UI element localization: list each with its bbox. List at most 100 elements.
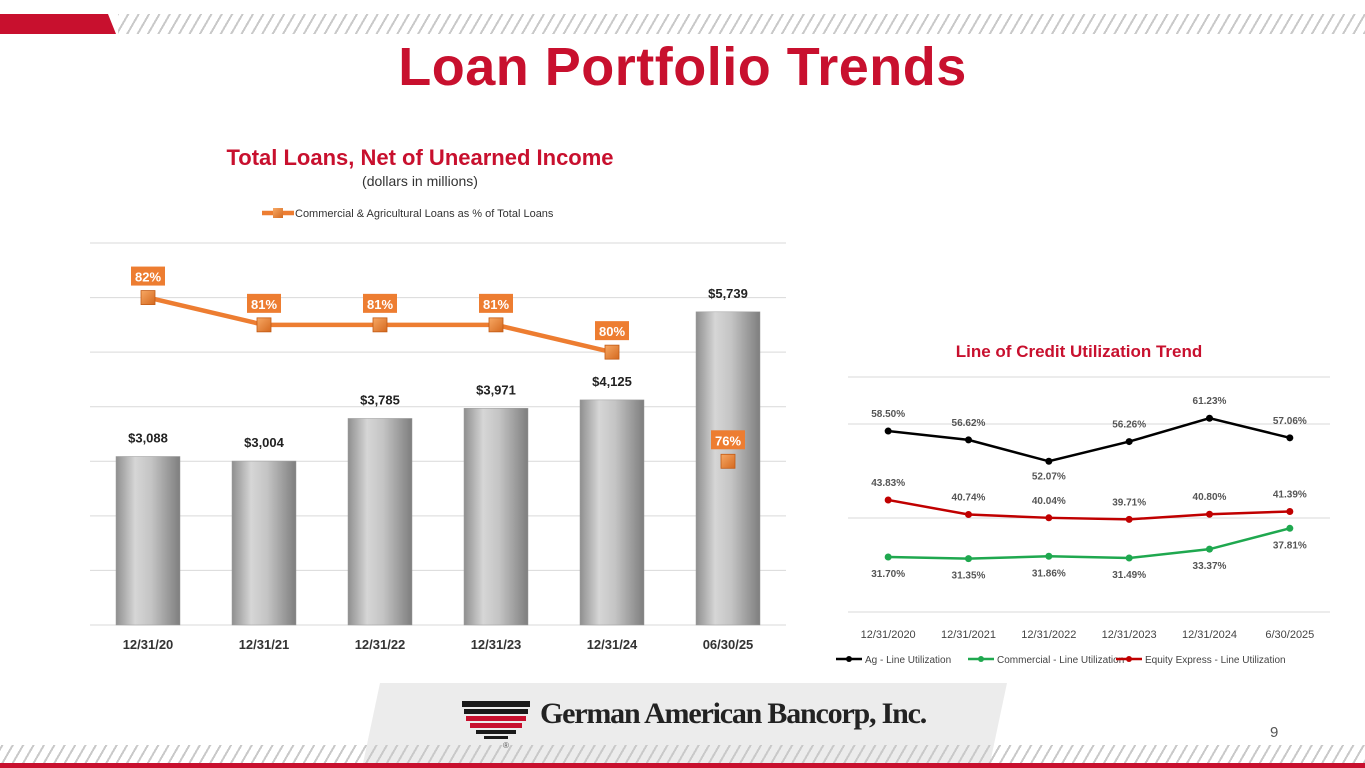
loans-chart-title: Total Loans, Net of Unearned Income xyxy=(226,145,614,170)
ag-utilization-point xyxy=(1206,414,1213,422)
bar-value-label: $3,971 xyxy=(476,382,516,397)
legend-label: Commercial - Line Utilization xyxy=(997,655,1124,666)
commercial-utilization-point xyxy=(1045,552,1053,560)
pct-label: 81% xyxy=(367,297,393,312)
equity-express-utilization-point xyxy=(1125,515,1133,523)
pct-label-box xyxy=(363,293,397,313)
ag-utilization-point xyxy=(965,436,972,444)
page-number: 9 xyxy=(1270,724,1279,741)
pct-label-box xyxy=(131,266,165,286)
x-tick-label: 12/31/21 xyxy=(239,637,290,652)
pct-label-box xyxy=(595,321,629,341)
point-value-label: 41.39% xyxy=(1273,489,1307,500)
legend-marker-swatch xyxy=(846,656,852,662)
total-loans-chart: $3,088 12/31/20 $3,004 12/31/21 $3,785 12/31/… xyxy=(90,208,786,652)
loan-bar xyxy=(463,408,529,626)
x-tick-label: 12/31/2022 xyxy=(1021,629,1076,641)
ag-utilization-point xyxy=(1125,438,1133,446)
footer-hatch-pattern xyxy=(0,745,1365,763)
equity-express-utilization-point xyxy=(1206,510,1213,518)
x-tick-label: 6/30/2025 xyxy=(1265,629,1314,641)
x-tick-label: 12/31/2020 xyxy=(861,629,916,641)
legend-label: Equity Express - Line Utilization xyxy=(1145,655,1286,666)
pct-marker xyxy=(372,317,388,333)
equity-express-utilization-point xyxy=(965,511,972,519)
registered-mark: ® xyxy=(503,741,509,749)
loan-bar xyxy=(579,399,645,626)
point-value-label: 40.80% xyxy=(1193,492,1227,503)
commercial-utilization-point xyxy=(1125,554,1133,562)
x-tick-label: 12/31/22 xyxy=(355,637,406,652)
commercial-utilization-point xyxy=(1286,524,1294,532)
pct-label: 81% xyxy=(483,297,509,312)
loan-bar xyxy=(115,456,181,626)
loan-bar xyxy=(231,460,297,626)
ag-utilization-line xyxy=(888,416,1291,463)
point-value-label: 33.37% xyxy=(1193,561,1227,572)
pct-marker xyxy=(256,317,272,333)
point-value-label: 39.71% xyxy=(1112,497,1146,508)
ag-utilization-point xyxy=(1286,434,1294,442)
pct-label: 80% xyxy=(599,324,625,339)
pct-label: 76% xyxy=(715,433,741,448)
company-logo-text: German American Bancorp, Inc. xyxy=(540,697,927,730)
line-utilization-chart: 12/31/2020 12/31/2021 12/31/2022 12/31/2023… xyxy=(836,376,1330,666)
header-hatch-pattern xyxy=(118,14,1365,34)
utilization-chart-title: Line of Credit Utilization Trend xyxy=(955,342,1203,361)
commercial-utilization-point xyxy=(965,555,972,563)
x-tick-label: 12/31/2021 xyxy=(941,629,996,641)
legend-label: Ag - Line Utilization xyxy=(865,655,951,666)
point-value-label: 40.74% xyxy=(952,493,986,504)
point-value-label: 31.49% xyxy=(1112,570,1146,581)
point-value-label: 56.26% xyxy=(1112,420,1146,431)
legend-marker-swatch xyxy=(978,656,984,662)
pct-marker xyxy=(604,344,620,360)
point-value-label: 31.35% xyxy=(952,571,986,582)
pct-marker xyxy=(140,290,156,305)
equity-express-utilization-point xyxy=(1286,507,1294,515)
point-value-label: 58.50% xyxy=(871,409,905,420)
pct-label: 81% xyxy=(251,297,277,312)
pct-label-box xyxy=(479,293,513,313)
point-value-label: 37.81% xyxy=(1273,540,1307,551)
footer-red-bar xyxy=(0,763,1365,768)
point-value-label: 61.23% xyxy=(1193,396,1227,407)
legend-marker-swatch xyxy=(273,208,283,218)
pct-label: 82% xyxy=(135,270,161,285)
equity-express-utilization-line xyxy=(887,498,1290,521)
bar-value-label: $3,004 xyxy=(244,435,285,450)
loans-chart-subtitle: (dollars in millions) xyxy=(362,173,478,189)
equity-express-utilization-point xyxy=(884,496,892,504)
page-title: Loan Portfolio Trends xyxy=(398,37,967,97)
bar-value-label: $3,785 xyxy=(360,392,400,407)
bank-logo-icon: ® xyxy=(462,701,530,749)
point-value-label: 52.07% xyxy=(1032,471,1066,482)
bar-value-label: $4,125 xyxy=(592,374,632,389)
point-value-label: 56.62% xyxy=(952,418,986,429)
commercial-utilization-point xyxy=(884,553,892,561)
commercial-utilization-line xyxy=(888,527,1291,560)
x-tick-label: 12/31/2023 xyxy=(1102,629,1157,641)
legend-label: Commercial & Agricultural Loans as % of … xyxy=(295,208,554,220)
point-value-label: 31.86% xyxy=(1032,568,1066,579)
point-value-label: 43.83% xyxy=(871,478,905,489)
equity-express-utilization-point xyxy=(1045,514,1053,522)
x-tick-label: 12/31/24 xyxy=(587,637,638,652)
loan-bar xyxy=(347,418,413,626)
x-tick-label: 12/31/20 xyxy=(123,637,174,652)
ag-utilization-point xyxy=(884,427,892,435)
ag-utilization-point xyxy=(1045,457,1053,465)
pct-label-box xyxy=(247,293,281,313)
x-tick-label: 12/31/23 xyxy=(471,637,522,652)
pct-label-box xyxy=(711,430,745,450)
x-tick-label: 12/31/2024 xyxy=(1182,629,1237,641)
legend-marker-swatch xyxy=(1126,656,1132,662)
x-tick-label: 06/30/25 xyxy=(703,637,754,652)
point-value-label: 31.70% xyxy=(871,569,905,580)
header-red-bar xyxy=(0,14,116,34)
point-value-label: 40.04% xyxy=(1032,496,1066,507)
bar-value-label: $3,088 xyxy=(128,430,168,445)
commercial-utilization-point xyxy=(1206,545,1213,553)
pct-marker xyxy=(488,317,504,333)
point-value-label: 57.06% xyxy=(1273,416,1307,427)
